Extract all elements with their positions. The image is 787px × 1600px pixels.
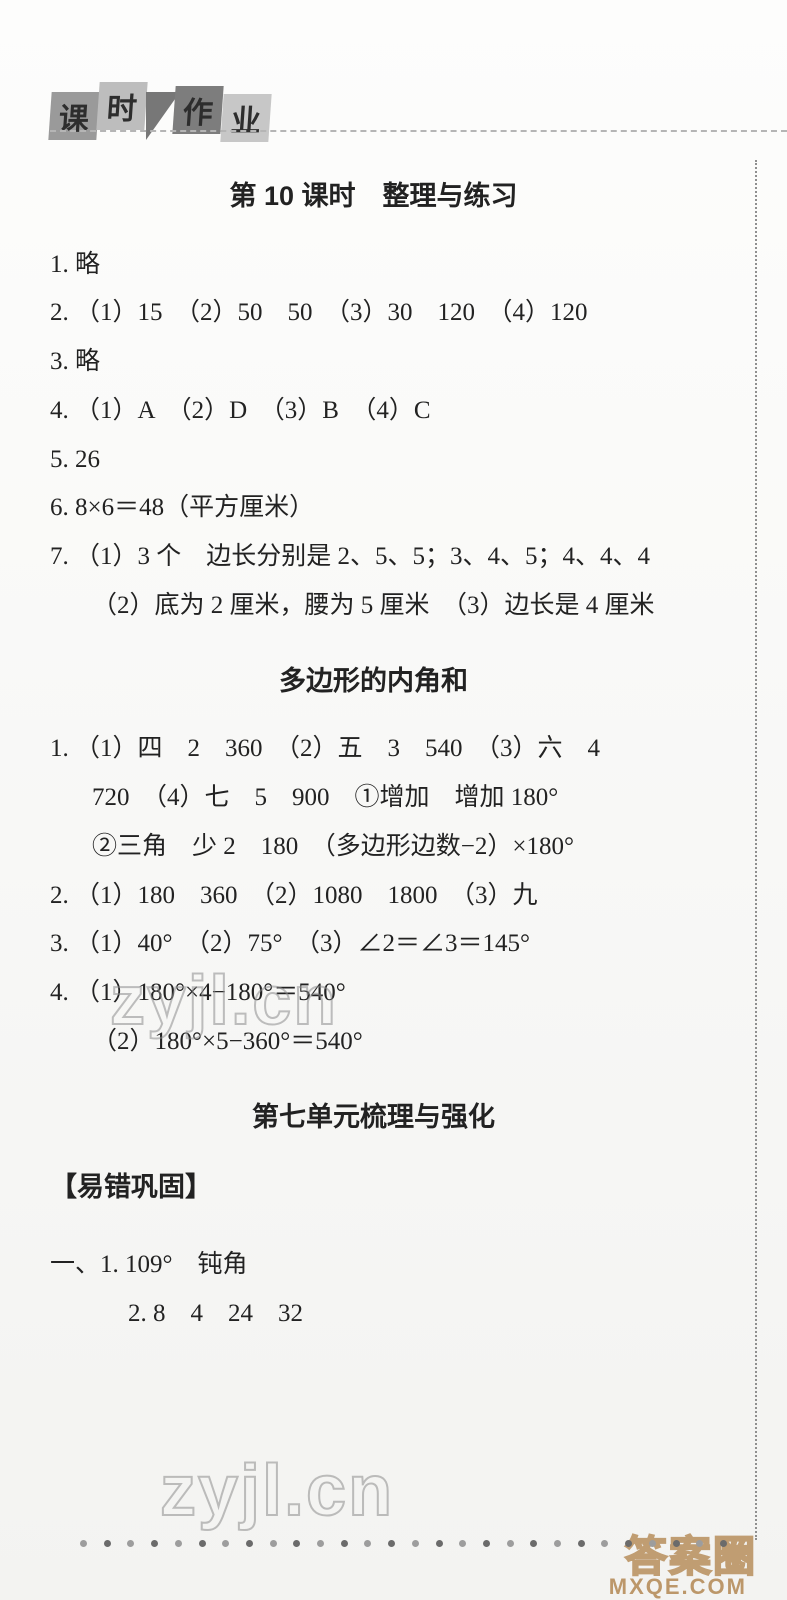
answer-line: 6. 8×6＝48（平方厘米） bbox=[50, 484, 697, 533]
answer-line: 3. （1）40° （2）75° （3）∠2＝∠3＝145° bbox=[50, 920, 697, 969]
answer-line: 2. 8 4 24 32 bbox=[50, 1290, 697, 1339]
dot-icon bbox=[720, 1540, 727, 1547]
dot-icon bbox=[104, 1540, 111, 1547]
dot-icon bbox=[530, 1540, 537, 1547]
dot-icon bbox=[388, 1540, 395, 1547]
header-char-4: 业 bbox=[220, 94, 271, 142]
footer-dots bbox=[80, 1540, 727, 1550]
answer-line: 4. （1）A （2）D （3）B （4）C bbox=[50, 387, 697, 436]
header-banner: 课 时 作 业 bbox=[50, 70, 737, 140]
dot-icon bbox=[364, 1540, 371, 1547]
lesson-title: 第 10 课时 整理与练习 bbox=[50, 170, 697, 223]
answer-line: （2）180°×5−360°＝540° bbox=[50, 1018, 697, 1067]
answer-line: 1. 略 bbox=[50, 241, 697, 290]
dot-icon bbox=[436, 1540, 443, 1547]
section-title-polygon: 多边形的内角和 bbox=[50, 655, 697, 708]
header-char-3: 作 bbox=[172, 86, 223, 134]
answer-line: 一、1. 109° 钝角 bbox=[50, 1241, 697, 1290]
dot-icon bbox=[483, 1540, 490, 1547]
right-vertical-rule bbox=[755, 160, 757, 1540]
dot-icon bbox=[293, 1540, 300, 1547]
answer-line: 4. （1）180°×4−180°＝540° bbox=[50, 969, 697, 1018]
page: 课 时 作 业 第 10 课时 整理与练习 1. 略 2. （1）15 （2）5… bbox=[0, 0, 787, 1600]
answer-line: 2. （1）15 （2）50 50 （3）30 120 （4）120 bbox=[50, 289, 697, 338]
dot-icon bbox=[412, 1540, 419, 1547]
answer-line: 3. 略 bbox=[50, 338, 697, 387]
dot-icon bbox=[601, 1540, 608, 1547]
content: 第 10 课时 整理与练习 1. 略 2. （1）15 （2）50 50 （3）… bbox=[50, 170, 737, 1338]
subsection-label: 【易错巩固】 bbox=[50, 1161, 697, 1214]
dot-icon bbox=[459, 1540, 466, 1547]
answer-line: ②三角 少 2 180 （多边形边数−2）×180° bbox=[50, 823, 697, 872]
dot-icon bbox=[151, 1540, 158, 1547]
dot-icon bbox=[246, 1540, 253, 1547]
answer-line: 2. （1）180 360 （2）1080 1800 （3）九 bbox=[50, 872, 697, 921]
answer-line: 5. 26 bbox=[50, 436, 697, 485]
dot-icon bbox=[270, 1540, 277, 1547]
header-underline bbox=[50, 130, 787, 132]
watermark-mxqe: MXQE.COM bbox=[609, 1574, 747, 1600]
dot-icon bbox=[175, 1540, 182, 1547]
watermark-zyjl-2: zyjl.cn bbox=[160, 1450, 394, 1532]
header-title-blocks: 课 时 作 业 bbox=[50, 80, 270, 136]
dot-icon bbox=[127, 1540, 134, 1547]
dot-icon bbox=[317, 1540, 324, 1547]
dot-icon bbox=[625, 1540, 632, 1547]
dot-icon bbox=[507, 1540, 514, 1547]
answer-line: 1. （1）四 2 360 （2）五 3 540 （3）六 4 bbox=[50, 725, 697, 774]
answer-line: 720 （4）七 5 900 ①增加 增加 180° bbox=[50, 774, 697, 823]
answer-line: （2）底为 2 厘米，腰为 5 厘米 （3）边长是 4 厘米 bbox=[50, 582, 697, 631]
header-char-2: 时 bbox=[96, 82, 147, 130]
dot-icon bbox=[554, 1540, 561, 1547]
dot-icon bbox=[222, 1540, 229, 1547]
answer-line: 7. （1）3 个 边长分别是 2、5、5；3、4、5；4、4、4 bbox=[50, 533, 697, 582]
dot-icon bbox=[673, 1540, 680, 1547]
dot-icon bbox=[696, 1540, 703, 1547]
watermark-daanquan: 答案圈 bbox=[625, 1523, 757, 1584]
dot-icon bbox=[80, 1540, 87, 1547]
dot-icon bbox=[341, 1540, 348, 1547]
header-char-1: 课 bbox=[48, 92, 99, 140]
dot-icon bbox=[578, 1540, 585, 1547]
dot-icon bbox=[649, 1540, 656, 1547]
dot-icon bbox=[199, 1540, 206, 1547]
section-title-unit7: 第七单元梳理与强化 bbox=[50, 1091, 697, 1144]
